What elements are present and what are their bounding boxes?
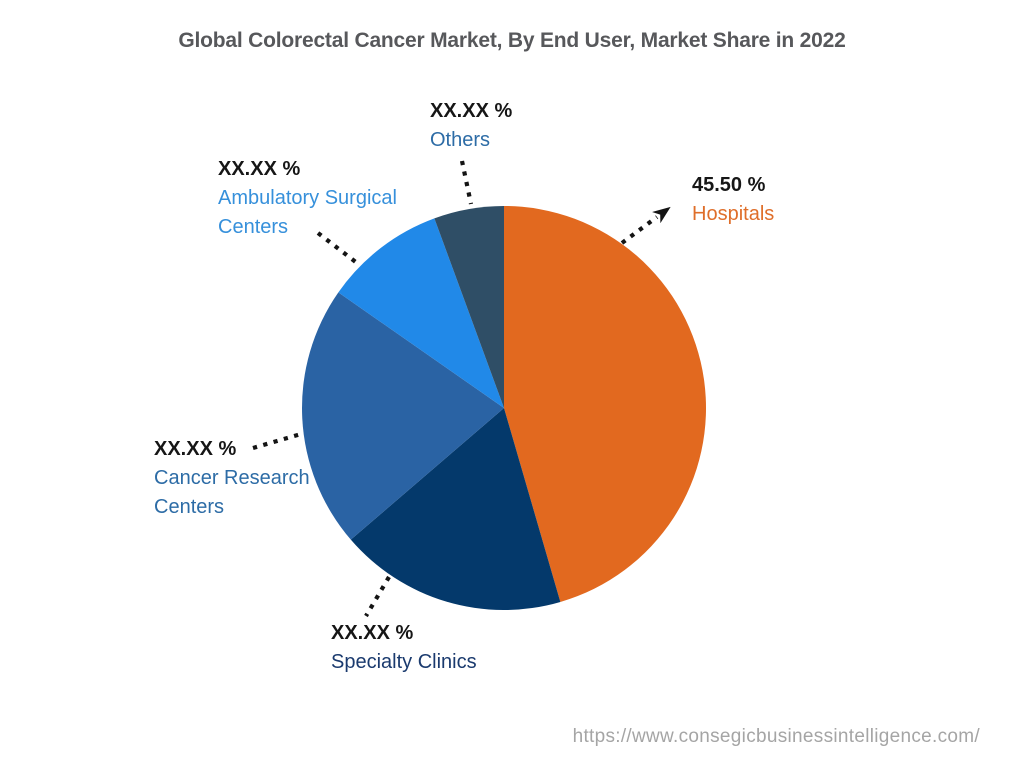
leader-line-others [459, 160, 474, 205]
pie-slice-hospitals [504, 206, 707, 602]
source-url: https://www.consegicbusinessintelligence… [572, 726, 980, 747]
leader-line-specialty-clinics [364, 575, 391, 618]
callout-ambulatory-surgical-centers: XX.XX % Ambulatory Surgical Centers [218, 155, 430, 242]
leader-arrow-hospitals [620, 206, 671, 245]
pie-slice-ambulatory-surgical-centers [338, 218, 504, 408]
category-label: Specialty Clinics [331, 651, 477, 673]
category-label: Cancer Research Centers [154, 467, 310, 518]
leader-line-cancer-research-centers [252, 431, 302, 451]
callout-others: XX.XX % Others [430, 97, 512, 155]
chart-title: Global Colorectal Cancer Market, By End … [178, 29, 846, 52]
pie-slice-specialty-clinics [350, 408, 561, 611]
category-label: Hospitals [692, 203, 775, 225]
category-label: Ambulatory Surgical Centers [218, 187, 397, 238]
value-label: XX.XX % [154, 438, 237, 460]
value-label: XX.XX % [331, 622, 414, 644]
pie-slice-others [434, 206, 504, 408]
value-label: 45.50 % [692, 174, 766, 196]
value-label: XX.XX % [430, 100, 513, 122]
callout-specialty-clinics: XX.XX % Specialty Clinics [331, 619, 477, 677]
pie-slices-group [302, 206, 707, 611]
pie-slice-cancer-research-centers [302, 292, 504, 540]
callout-hospitals: 45.50 % Hospitals [692, 171, 774, 229]
category-label: Others [430, 129, 491, 151]
callout-cancer-research-centers: XX.XX % Cancer Research Centers [154, 435, 340, 522]
value-label: XX.XX % [218, 158, 301, 180]
leader-line-ambulatory-surgical-centers [316, 231, 359, 265]
